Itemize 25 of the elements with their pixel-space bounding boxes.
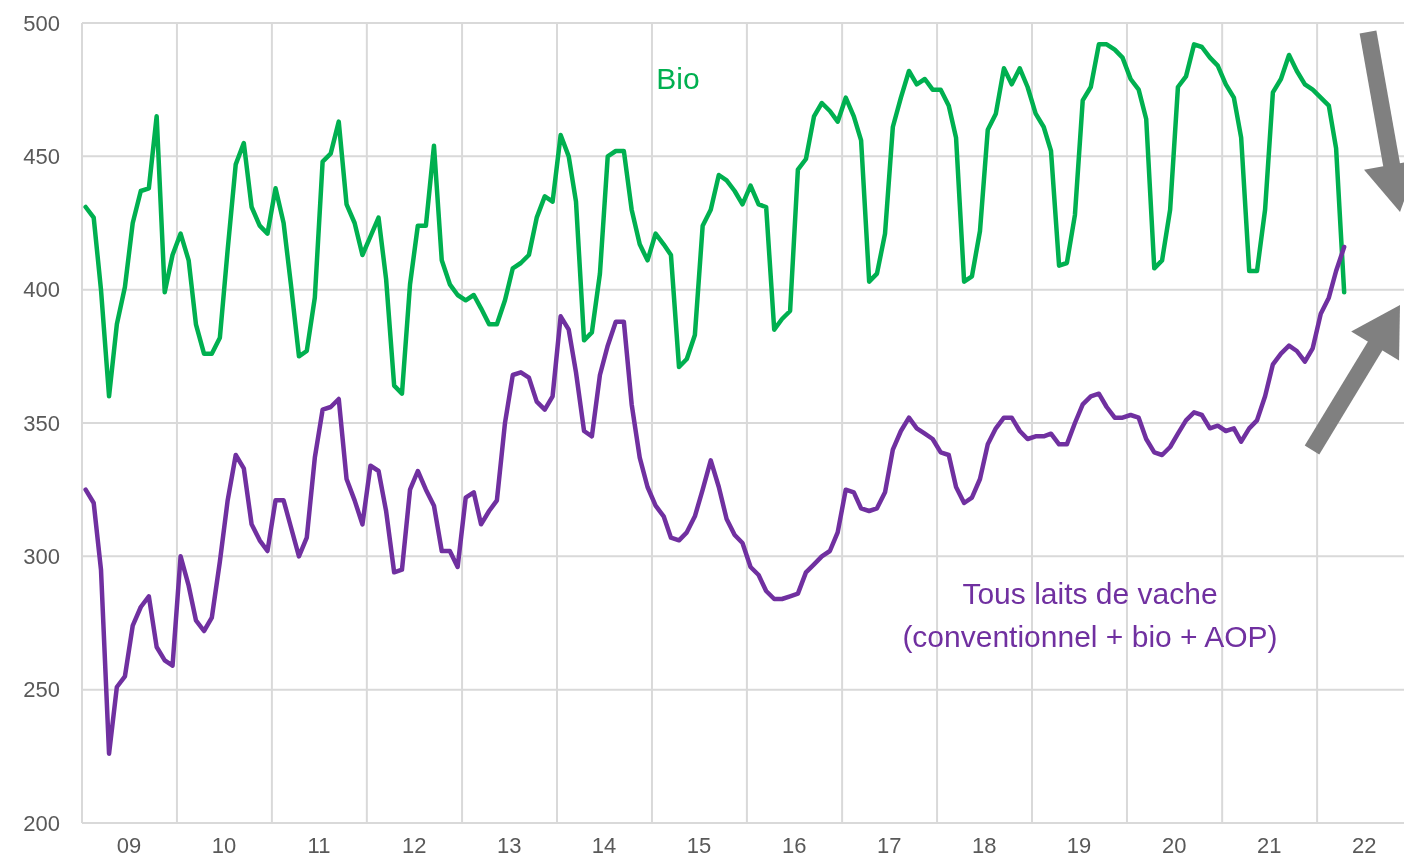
text: Tous laits de vache (conventionnel + bio + AOP) (902, 576, 1278, 653)
y-tick-label: 350 (23, 410, 60, 436)
line-series (83, 244, 1347, 756)
x-tick-label: 10 (211, 833, 237, 858)
x-tick-label: 20 (1162, 833, 1187, 858)
y-tick-label: 450 (23, 144, 60, 170)
y-tick-label: 250 (23, 677, 60, 703)
x-tick-label: 16 (782, 833, 807, 858)
x-tick-label: 19 (1066, 833, 1092, 858)
text: Bio (656, 61, 700, 95)
y-tick-label: 200 (23, 810, 60, 836)
x-tick-label: 09 (116, 833, 142, 858)
x-tick-label: 22 (1351, 833, 1377, 858)
x-tick-label: 18 (971, 833, 997, 858)
y-tick-label: 300 (23, 544, 60, 570)
x-tick-label: 14 (591, 833, 617, 858)
x-tick-label: 21 (1257, 833, 1282, 858)
x-tick-label: 12 (401, 833, 427, 858)
y-tick-label: 400 (23, 277, 60, 303)
x-tick-label: 15 (686, 833, 712, 858)
x-tick-label: 17 (876, 833, 902, 858)
x-tick-label: 11 (307, 833, 331, 858)
line-series (83, 42, 1347, 399)
x-tick-label: 13 (496, 833, 522, 858)
y-tick-label: 500 (23, 10, 60, 36)
